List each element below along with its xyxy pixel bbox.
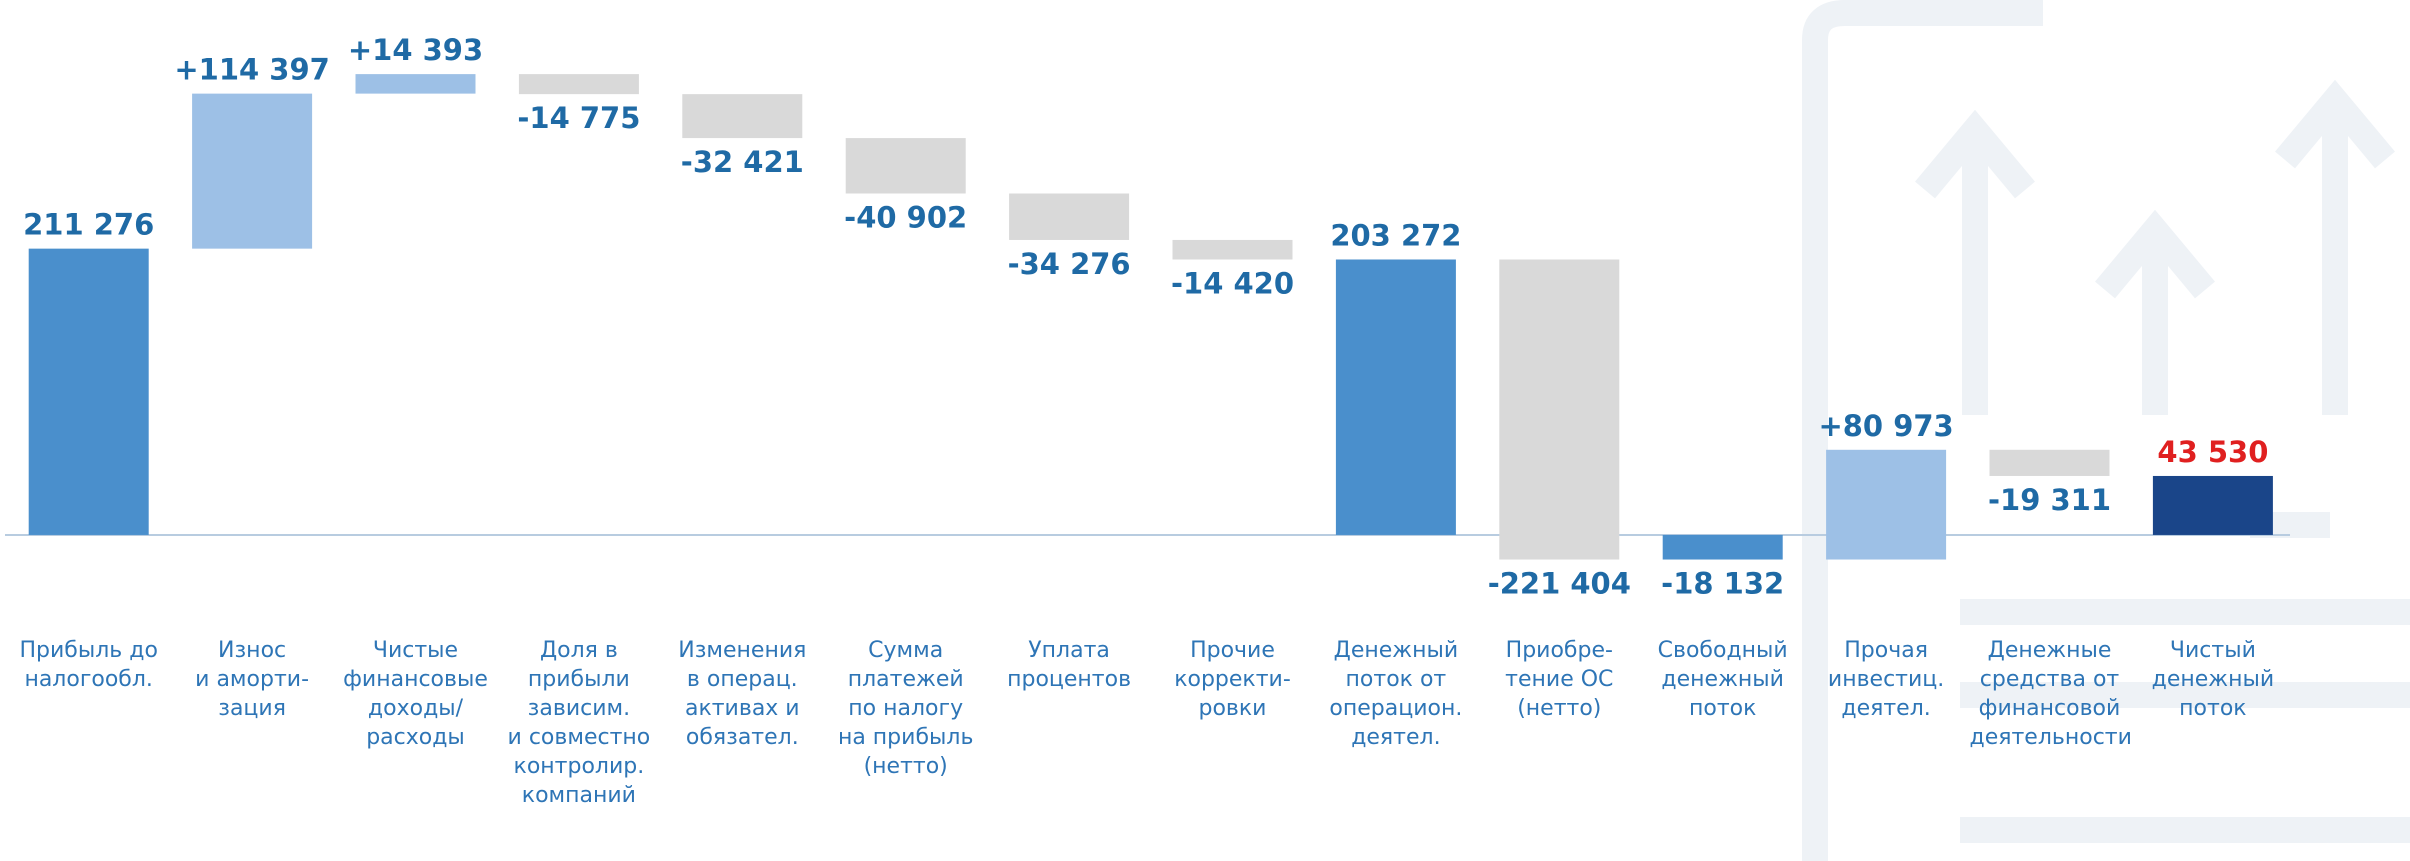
bar (1662, 534, 1783, 560)
category-label: Доля в прибыли зависим. и совместно конт… (507, 638, 651, 808)
value-label: -14 775 (517, 101, 640, 135)
category-label: Чистые финансовые доходы/ расходы (343, 638, 488, 750)
category-label: Денежные средства от финансовой деятельн… (1969, 638, 2132, 750)
value-label: -32 421 (681, 145, 804, 179)
bar (1335, 259, 1456, 535)
category-label: Денежный поток от операцион. деятел. (1329, 638, 1463, 750)
value-label: 211 276 (23, 208, 154, 242)
category-label: Приобре- тение ОС (нетто) (1505, 638, 1614, 721)
value-label: -34 276 (1008, 247, 1131, 281)
category-label: Чистый денежный поток (2151, 638, 2275, 721)
value-label: -221 404 (1488, 567, 1631, 601)
value-label: +114 397 (174, 53, 329, 87)
category-label: Уплата процентов (1007, 638, 1132, 692)
value-label: 43 530 (2157, 435, 2268, 469)
bar (28, 248, 149, 535)
value-label: -14 420 (1171, 266, 1294, 300)
bar (192, 93, 313, 249)
bar (1499, 259, 1620, 560)
bar (1009, 193, 1130, 240)
bar (2152, 475, 2273, 535)
category-label: Прибыль до налогообл. (19, 638, 158, 692)
category-label: Прочие корректи- ровки (1174, 638, 1291, 721)
bar (355, 74, 476, 94)
category-label: Износ и аморти- зация (195, 638, 310, 721)
value-label: -18 132 (1661, 567, 1784, 601)
value-label: -40 902 (844, 201, 967, 235)
bar (682, 94, 803, 139)
category-label: Изменения в операц. активах и обязател. (678, 638, 807, 750)
bar (1989, 449, 2110, 476)
bar (845, 138, 966, 194)
bar (1826, 449, 1947, 560)
value-label: +14 393 (348, 33, 483, 67)
category-label: Свободный денежный поток (1657, 638, 1788, 721)
category-label: Сумма платежей по налогу на прибыль (нет… (837, 638, 974, 779)
category-label: Прочая инвестиц. деятел. (1827, 638, 1945, 721)
value-label: -19 311 (1988, 483, 2111, 517)
bar (1172, 239, 1293, 260)
value-label: +80 973 (1818, 409, 1953, 443)
bar (518, 74, 639, 95)
value-label: 203 272 (1330, 218, 1461, 252)
